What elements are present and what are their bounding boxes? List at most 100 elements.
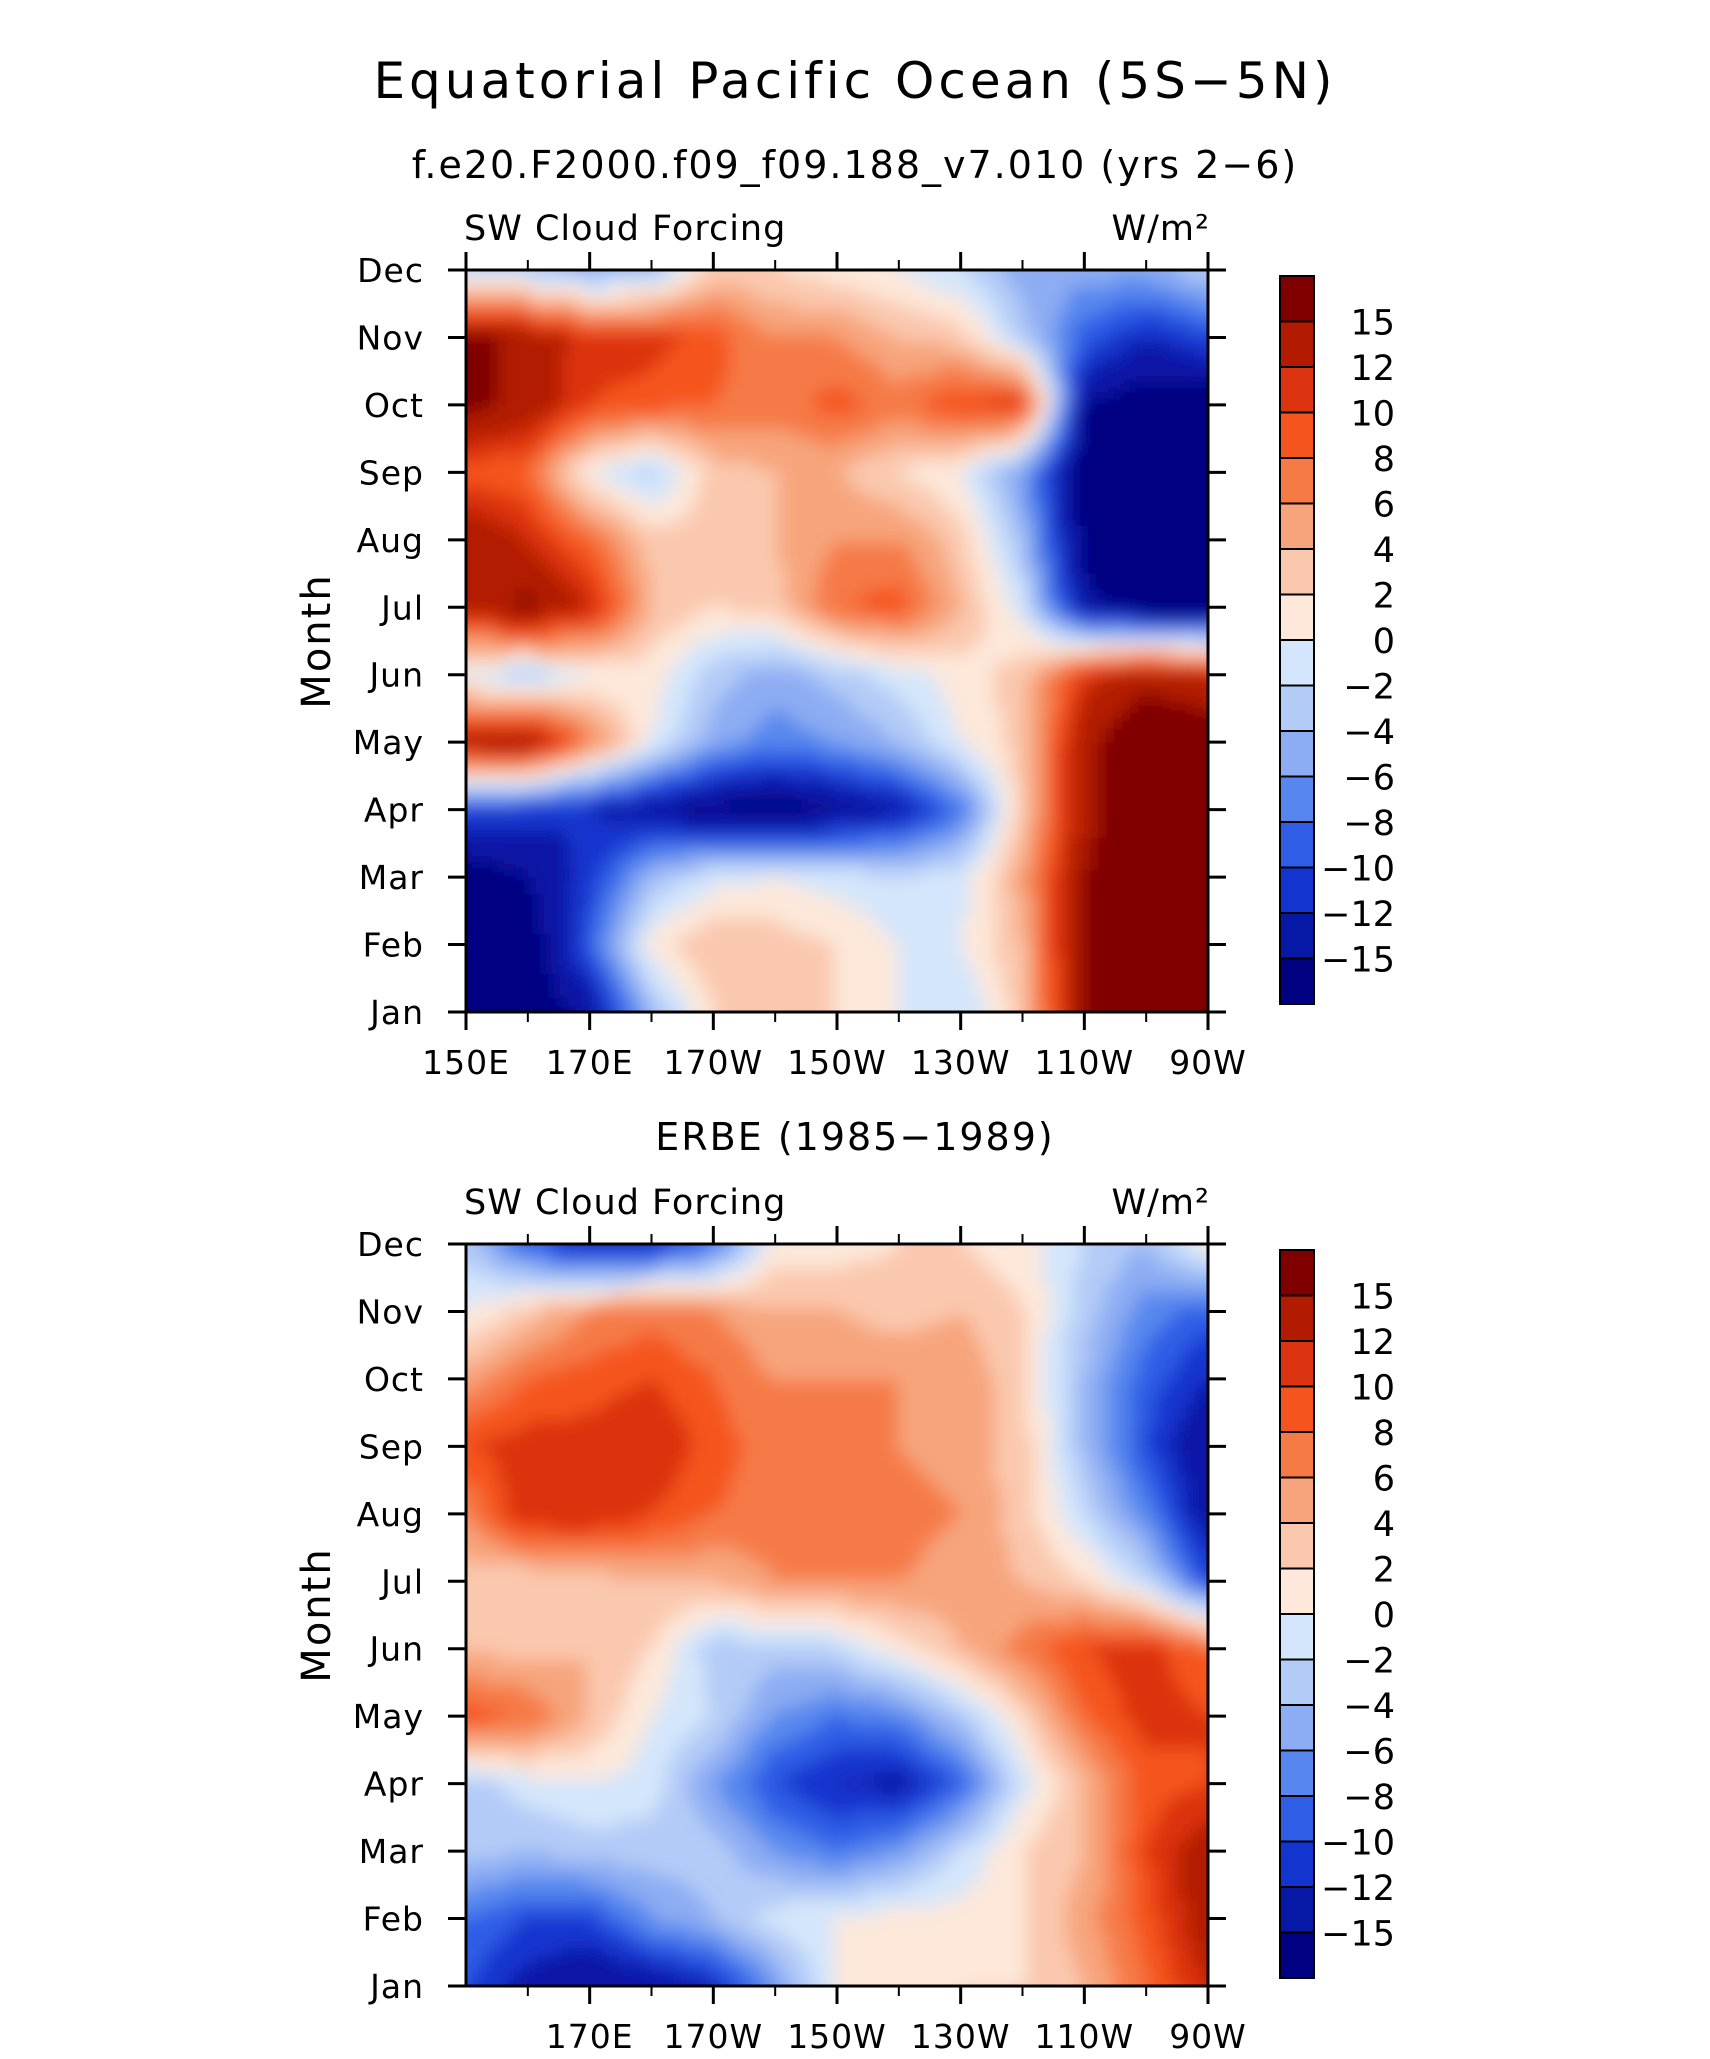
field-cell	[1146, 406, 1155, 415]
field-cell	[754, 486, 763, 495]
field-cell	[1202, 574, 1208, 583]
field-cell	[786, 318, 795, 327]
field-cell	[1050, 470, 1059, 479]
field-cell	[882, 326, 891, 335]
field-cell	[498, 630, 507, 639]
field-cell	[978, 350, 987, 359]
field-cell	[778, 350, 787, 359]
field-cell	[754, 334, 763, 343]
field-cell	[938, 422, 947, 431]
field-cell	[794, 342, 803, 351]
field-cell	[1042, 654, 1051, 663]
field-cell	[794, 350, 803, 359]
field-cell	[794, 558, 803, 567]
field-cell	[466, 478, 475, 487]
field-cell	[874, 350, 883, 359]
field-cell	[538, 318, 547, 327]
field-cell	[578, 662, 587, 671]
field-cell	[778, 558, 787, 567]
field-cell	[802, 422, 811, 431]
field-cell	[1170, 558, 1179, 567]
field-cell	[1154, 510, 1163, 519]
field-cell	[1170, 510, 1179, 519]
field-cell	[554, 398, 563, 407]
field-cell	[794, 446, 803, 455]
field-cell	[706, 502, 715, 511]
field-cell	[1114, 334, 1123, 343]
field-cell	[986, 326, 995, 335]
field-cell	[1186, 574, 1195, 583]
field-cell	[994, 390, 1003, 399]
field-cell	[802, 310, 811, 319]
field-cell	[850, 470, 859, 479]
field-cell	[890, 470, 899, 479]
field-cell	[466, 310, 475, 319]
field-cell	[1186, 510, 1195, 519]
field-cell	[1010, 430, 1019, 439]
field-cell	[1034, 382, 1043, 391]
field-cell	[1090, 638, 1099, 647]
field-cell	[490, 310, 499, 319]
field-cell	[850, 350, 859, 359]
field-cell	[810, 286, 819, 295]
field-cell	[714, 334, 723, 343]
field-cell	[826, 382, 835, 391]
field-cell	[506, 662, 515, 671]
field-cell	[482, 558, 491, 567]
field-cell	[946, 334, 955, 343]
field-cell	[1178, 606, 1187, 615]
field-cell	[1018, 422, 1027, 431]
field-cell	[826, 574, 835, 583]
field-cell	[882, 318, 891, 327]
field-cell	[626, 478, 635, 487]
field-cell	[1010, 638, 1019, 647]
field-cell	[1202, 630, 1208, 639]
field-cell	[1002, 646, 1011, 655]
field-cell	[506, 358, 515, 367]
field-cell	[650, 430, 659, 439]
field-cell	[954, 310, 963, 319]
field-cell	[634, 286, 643, 295]
field-cell	[1170, 382, 1179, 391]
field-cell	[1178, 342, 1187, 351]
field-cell	[930, 654, 939, 663]
field-cell	[1186, 302, 1195, 311]
field-cell	[1034, 358, 1043, 367]
field-cell	[666, 606, 675, 615]
field-cell	[1090, 630, 1099, 639]
field-cell	[698, 278, 707, 287]
field-cell	[1162, 502, 1171, 511]
field-cell	[690, 526, 699, 535]
field-cell	[738, 606, 747, 615]
field-cell	[546, 374, 555, 383]
field-cell	[1178, 502, 1187, 511]
field-cell	[506, 326, 515, 335]
field-cell	[482, 630, 491, 639]
field-cell	[490, 654, 499, 663]
field-cell	[690, 366, 699, 375]
field-cell	[962, 318, 971, 327]
field-cell	[826, 310, 835, 319]
field-cell	[1058, 654, 1067, 663]
field-cell	[858, 382, 867, 391]
field-cell	[930, 278, 939, 287]
field-cell	[1146, 478, 1155, 487]
field-cell	[1002, 606, 1011, 615]
field-cell	[674, 470, 683, 479]
field-cell	[706, 518, 715, 527]
field-cell	[1018, 302, 1027, 311]
field-cell	[634, 662, 643, 671]
field-cell	[770, 598, 779, 607]
field-cell	[1194, 310, 1203, 319]
field-cell	[1202, 294, 1208, 303]
field-cell	[1202, 606, 1208, 615]
field-cell	[506, 502, 515, 511]
field-cell	[978, 390, 987, 399]
field-cell	[1034, 470, 1043, 479]
field-cell	[1154, 342, 1163, 351]
field-cell	[578, 294, 587, 303]
field-cell	[1066, 566, 1075, 575]
field-cell	[1106, 438, 1115, 447]
field-cell	[882, 342, 891, 351]
field-cell	[842, 630, 851, 639]
